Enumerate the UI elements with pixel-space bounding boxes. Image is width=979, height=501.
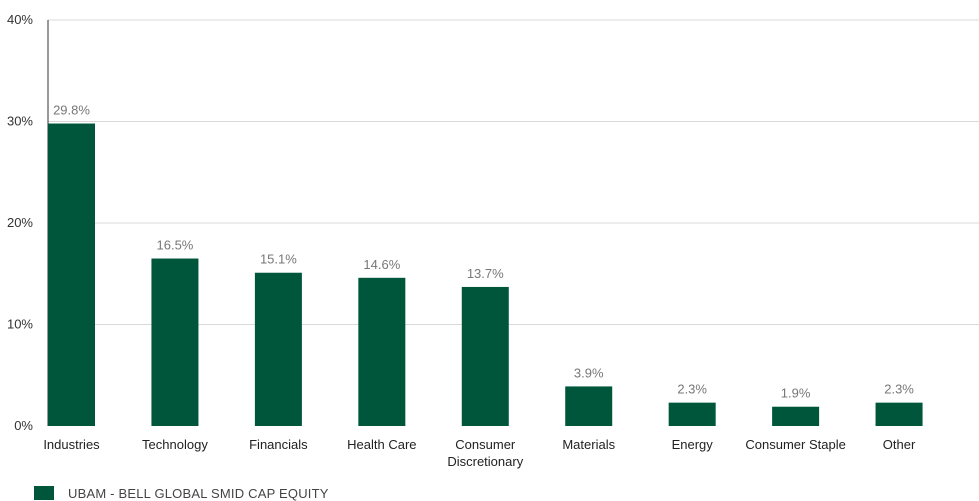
data-label: 16.5% — [157, 238, 194, 253]
bar — [151, 258, 199, 426]
bar — [772, 406, 820, 426]
legend: UBAM - BELL GLOBAL SMID CAP EQUITY — [34, 485, 329, 501]
category-label: Technology — [142, 437, 208, 452]
bar — [461, 286, 509, 426]
data-label: 1.9% — [781, 386, 811, 401]
legend-label: UBAM - BELL GLOBAL SMID CAP EQUITY — [68, 485, 329, 501]
legend-swatch — [34, 486, 54, 500]
y-tick-label: 0% — [14, 418, 33, 433]
category-label: Energy — [672, 437, 714, 452]
category-label: Industries — [43, 437, 100, 452]
data-label: 29.8% — [53, 103, 90, 118]
category-label: Consumer Staple — [745, 437, 845, 452]
data-label: 15.1% — [260, 252, 297, 267]
bar — [254, 272, 302, 426]
category-label: Health Care — [347, 437, 416, 452]
data-label: 3.9% — [574, 365, 604, 380]
data-label: 2.3% — [677, 382, 707, 397]
data-label: 14.6% — [363, 257, 400, 272]
y-tick-label: 30% — [7, 114, 33, 129]
y-tick-label: 40% — [7, 12, 33, 27]
category-label: Discretionary — [447, 454, 523, 469]
y-tick-label: 10% — [7, 317, 33, 332]
category-label: Consumer — [455, 437, 516, 452]
bar — [358, 277, 406, 426]
data-label: 13.7% — [467, 266, 504, 281]
category-label: Materials — [562, 437, 615, 452]
y-tick-label: 20% — [7, 215, 33, 230]
bar — [48, 123, 95, 426]
bar — [875, 402, 923, 426]
bar — [565, 386, 613, 426]
category-label: Financials — [249, 437, 308, 452]
bar — [668, 402, 716, 426]
data-label: 2.3% — [884, 382, 914, 397]
category-label: Other — [883, 437, 916, 452]
